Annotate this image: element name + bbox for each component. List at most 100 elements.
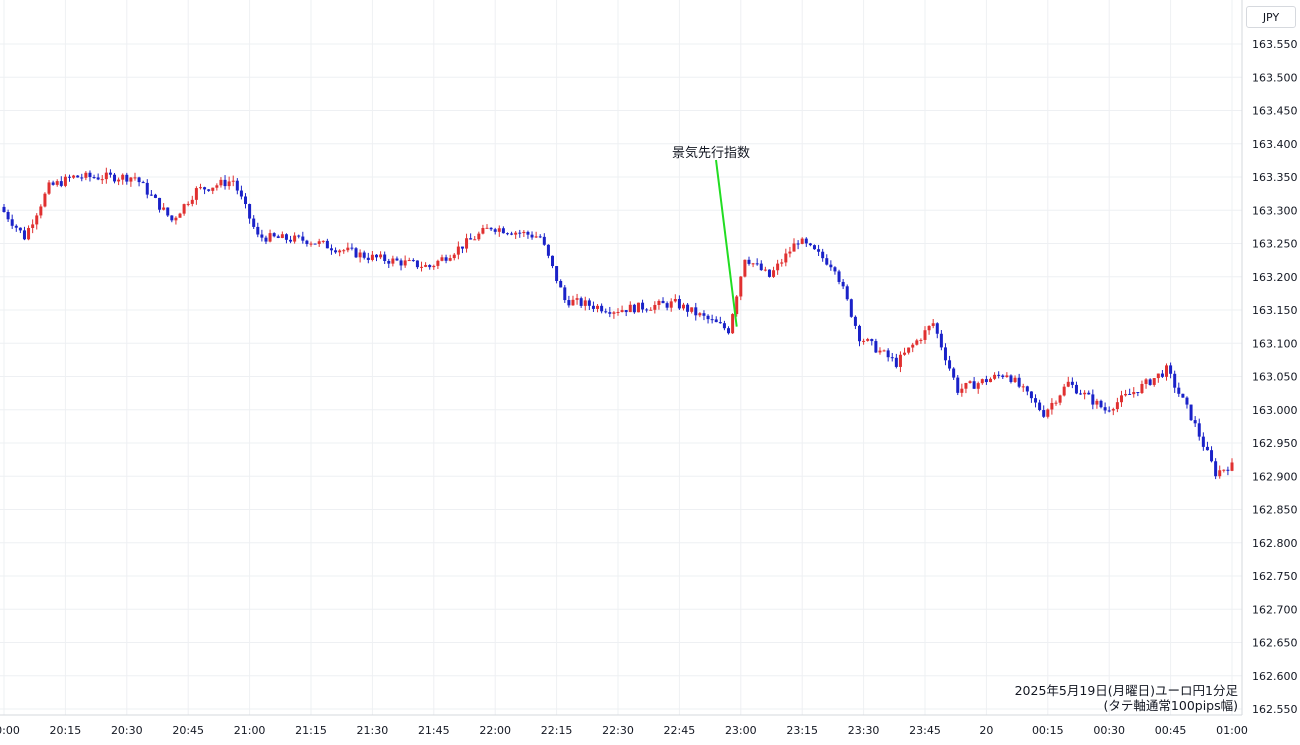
candle-body xyxy=(772,270,776,277)
candle-body xyxy=(952,368,956,378)
candle-body xyxy=(31,224,35,228)
candle-body xyxy=(1210,450,1214,462)
candle-body xyxy=(22,230,26,240)
candle-body xyxy=(473,239,477,241)
x-tick-label: 22:45 xyxy=(664,724,696,737)
x-tick-label: 20 xyxy=(979,724,993,737)
x-tick-label: 22:15 xyxy=(541,724,573,737)
candle-body xyxy=(747,259,751,264)
candle-body xyxy=(309,243,313,245)
x-tick-label: 00:30 xyxy=(1093,724,1125,737)
candle-body xyxy=(1197,423,1201,437)
candle-body xyxy=(858,325,862,342)
candle-body xyxy=(1087,392,1091,395)
candle-body xyxy=(784,253,788,263)
time-axis[interactable]: 20:00 20:15 20:30 20:45 21:00 21:15 21:30 21:45… xyxy=(0,724,1248,737)
candle-body xyxy=(677,298,681,309)
candle-body xyxy=(604,311,608,313)
candle-body xyxy=(714,319,718,323)
candle-body xyxy=(301,236,305,241)
candle-body xyxy=(1230,462,1234,471)
candle-body xyxy=(1152,378,1156,385)
candle-body xyxy=(72,175,76,178)
x-tick-label: 21:15 xyxy=(295,724,327,737)
x-tick-label: 20:15 xyxy=(50,724,82,737)
candle-body xyxy=(420,266,424,268)
candle-body xyxy=(2,206,6,213)
candle-body xyxy=(1029,391,1033,399)
candle-body xyxy=(92,177,96,179)
y-tick-label: 162.550 xyxy=(1252,703,1298,716)
candle-body xyxy=(223,179,227,187)
candle-body xyxy=(104,172,108,180)
candle-body xyxy=(546,244,550,256)
candle-body xyxy=(530,234,534,238)
candle-body xyxy=(47,182,51,194)
candle-body xyxy=(231,180,235,182)
candle-body xyxy=(379,254,383,258)
candle-body xyxy=(256,226,260,235)
candle-body xyxy=(817,249,821,252)
candle-body xyxy=(1107,410,1111,412)
candle-body xyxy=(821,251,825,259)
price-axis[interactable]: 163.550 163.500 163.450 163.400 163.350 163.3… xyxy=(1252,38,1298,716)
candle-body xyxy=(620,310,624,312)
candle-body xyxy=(759,263,763,271)
candle-body xyxy=(428,265,432,268)
y-tick-label: 163.050 xyxy=(1252,371,1298,384)
candle-body xyxy=(894,357,898,367)
candle-body xyxy=(792,243,796,252)
candle-body xyxy=(1038,402,1042,411)
candle-body xyxy=(681,304,685,309)
candle-body xyxy=(505,233,509,235)
candle-body xyxy=(1140,383,1144,394)
candle-body xyxy=(939,333,943,348)
candle-body xyxy=(227,181,231,187)
candle-body xyxy=(751,263,755,265)
candle-body xyxy=(460,246,464,249)
candle-body xyxy=(1042,410,1046,417)
y-tick-label: 163.550 xyxy=(1252,38,1298,51)
candle-body xyxy=(1128,393,1132,395)
candle-body xyxy=(976,383,980,389)
candle-body xyxy=(317,241,321,244)
candle-body xyxy=(632,304,636,313)
candle-body xyxy=(563,287,567,301)
candle-body xyxy=(149,194,153,196)
candle-body xyxy=(825,258,829,265)
candle-body xyxy=(911,344,915,348)
candle-body xyxy=(1054,402,1058,404)
candle-body xyxy=(997,374,1001,376)
candle-body xyxy=(424,265,428,267)
candle-body xyxy=(583,300,587,306)
candle-body xyxy=(718,322,722,324)
candle-body xyxy=(334,250,338,253)
candle-body xyxy=(886,350,890,358)
candle-body xyxy=(575,298,579,300)
candle-body xyxy=(27,227,31,240)
candle-body xyxy=(600,305,604,312)
y-tick-label: 163.400 xyxy=(1252,138,1298,151)
y-tick-label: 163.150 xyxy=(1252,304,1298,317)
candle-body xyxy=(538,236,542,238)
candle-body xyxy=(690,307,694,312)
candle-body xyxy=(526,231,530,235)
candle-body xyxy=(1009,375,1013,383)
y-tick-label: 162.650 xyxy=(1252,637,1298,650)
candle-body xyxy=(260,234,264,238)
candle-body xyxy=(845,286,849,300)
currency-label[interactable]: JPY xyxy=(1246,6,1296,28)
candle-body xyxy=(469,238,473,240)
candle-body xyxy=(88,172,92,178)
candle-body xyxy=(186,203,190,205)
candle-body xyxy=(305,240,309,245)
candle-body xyxy=(763,269,767,271)
caption-line-1: 2025年5月19日(月曜日)ユーロ円1分足 xyxy=(1014,683,1238,698)
candle-body xyxy=(485,227,489,229)
candle-body xyxy=(727,328,731,334)
candle-body xyxy=(616,311,620,313)
candle-body xyxy=(203,187,207,190)
candle-body xyxy=(956,377,960,393)
candle-body xyxy=(653,304,657,310)
